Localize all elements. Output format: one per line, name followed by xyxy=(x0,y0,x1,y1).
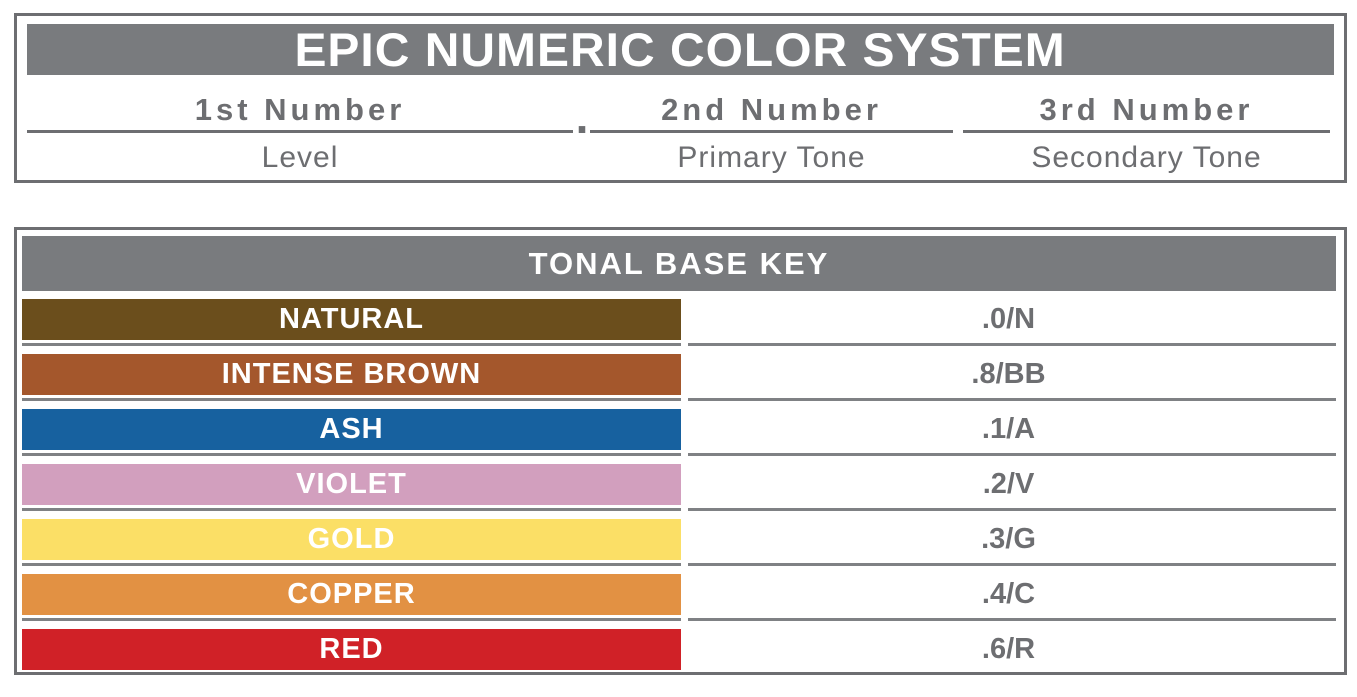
tone-row: VIOLET .2/V xyxy=(22,464,1336,505)
row-divider-segment xyxy=(681,563,688,566)
tone-color-swatch: ASH xyxy=(22,409,681,450)
tone-row: ASH .1/A xyxy=(22,409,1336,450)
row-divider-segment xyxy=(688,453,1336,456)
tone-label: ASH xyxy=(319,413,384,445)
tonal-rows-container: NATURAL .0/N INTENSE BROWN .8/BB ASH .1/A VIOL… xyxy=(22,299,1336,670)
tone-label: NATURAL xyxy=(279,303,424,335)
tone-color-swatch: GOLD xyxy=(22,519,681,560)
row-divider-segment xyxy=(688,618,1336,621)
second-number-label: 2nd Number xyxy=(590,94,953,133)
row-divider-segment xyxy=(681,398,688,401)
tone-label: RED xyxy=(319,633,384,665)
second-number-meaning: Primary Tone xyxy=(677,141,866,174)
tone-row: GOLD .3/G xyxy=(22,519,1336,560)
tone-code: .4/C xyxy=(981,578,1036,610)
first-number-label: 1st Number xyxy=(27,94,573,133)
column-third-number: 3rd Number Secondary Tone xyxy=(963,94,1330,175)
row-divider-segment xyxy=(688,343,1336,346)
tone-label: GOLD xyxy=(307,523,396,555)
row-divider-segment xyxy=(22,618,681,621)
color-system-title: EPIC NUMERIC COLOR SYSTEM xyxy=(294,23,1067,76)
tone-label: INTENSE BROWN xyxy=(221,358,482,390)
row-divider-segment xyxy=(22,563,681,566)
tone-label: VIOLET xyxy=(296,468,407,500)
tone-code: .8/BB xyxy=(971,358,1046,390)
tonal-base-key-title: TONAL BASE KEY xyxy=(528,245,830,281)
row-divider xyxy=(22,398,1336,401)
color-system-title-bar: EPIC NUMERIC COLOR SYSTEM xyxy=(27,23,1334,76)
tone-code: .1/A xyxy=(981,413,1036,445)
row-divider-segment xyxy=(22,398,681,401)
row-divider-segment xyxy=(681,343,688,346)
row-divider-segment xyxy=(681,618,688,621)
row-divider-segment xyxy=(681,508,688,511)
tone-row: COPPER .4/C xyxy=(22,574,1336,615)
row-divider-segment xyxy=(22,343,681,346)
row-divider xyxy=(22,563,1336,566)
row-divider-segment xyxy=(688,508,1336,511)
row-divider xyxy=(22,343,1336,346)
row-divider-segment xyxy=(22,508,681,511)
decimal-point-separator: . xyxy=(575,91,589,143)
row-divider-segment xyxy=(688,398,1336,401)
first-number-meaning: Level xyxy=(261,141,339,174)
tone-code: .3/G xyxy=(981,523,1036,555)
third-number-label: 3rd Number xyxy=(963,94,1330,133)
tone-color-swatch: NATURAL xyxy=(22,299,681,340)
tone-row: RED .6/R xyxy=(22,629,1336,670)
row-divider-segment xyxy=(22,453,681,456)
row-divider xyxy=(22,618,1336,621)
tone-color-swatch: VIOLET xyxy=(22,464,681,505)
tone-color-swatch: COPPER xyxy=(22,574,681,615)
tonal-base-key-title-bar: TONAL BASE KEY xyxy=(22,236,1336,291)
tone-label: COPPER xyxy=(287,578,416,610)
column-second-number: 2nd Number Primary Tone xyxy=(590,94,953,175)
third-number-meaning: Secondary Tone xyxy=(1031,141,1262,174)
row-divider-segment xyxy=(681,453,688,456)
color-system-panel: EPIC NUMERIC COLOR SYSTEM 1st Number Lev… xyxy=(14,13,1347,183)
row-divider xyxy=(22,453,1336,456)
tone-row: INTENSE BROWN .8/BB xyxy=(22,354,1336,395)
tonal-base-key-panel: TONAL BASE KEY NATURAL .0/N INTENSE BROWN.… xyxy=(14,227,1347,675)
row-divider-segment xyxy=(688,563,1336,566)
column-first-number: 1st Number Level xyxy=(27,94,573,175)
tone-row: NATURAL .0/N xyxy=(22,299,1336,340)
tone-code: .0/N xyxy=(981,303,1036,335)
row-divider xyxy=(22,508,1336,511)
tone-code: .2/V xyxy=(982,468,1035,500)
tone-color-swatch: INTENSE BROWN xyxy=(22,354,681,395)
tone-color-swatch: RED xyxy=(22,629,681,670)
tone-code: .6/R xyxy=(981,633,1036,665)
